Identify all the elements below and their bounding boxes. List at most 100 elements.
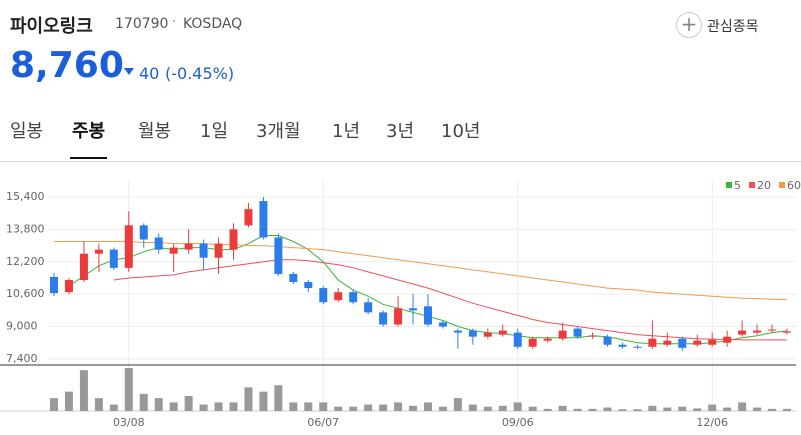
volume-bar: [349, 406, 358, 411]
volume-bar: [468, 404, 477, 411]
candle-body: [109, 249, 118, 268]
candle-body: [50, 276, 58, 294]
volume-bar: [199, 404, 208, 411]
candle-body: [648, 338, 657, 347]
watch-button[interactable]: 관심종목: [707, 19, 759, 35]
volume-bar: [663, 407, 672, 411]
volume-bar: [259, 391, 268, 411]
legend-swatch: [726, 182, 732, 188]
volume-bar: [124, 368, 133, 411]
candle-body: [483, 332, 492, 337]
price-change: 40: [139, 64, 160, 83]
volume-bar: [543, 408, 552, 411]
period-tab[interactable]: 3개월: [256, 121, 301, 142]
y-tick-label: 9,000: [6, 320, 38, 333]
volume-bar: [483, 406, 492, 411]
candle-body: [169, 247, 178, 254]
volume-bar: [618, 409, 627, 411]
x-tick-label: 12/06: [696, 416, 728, 429]
volume-bar: [229, 402, 238, 411]
volume-bar: [154, 398, 163, 411]
candle-body: [558, 330, 567, 339]
volume-bar: [274, 385, 283, 411]
volume-bar: [50, 398, 58, 411]
volume-bar: [109, 404, 118, 411]
legend-label: 20: [757, 179, 771, 192]
stock-code: 170790: [115, 16, 169, 32]
candle-body: [618, 344, 627, 347]
candle-body: [588, 335, 597, 337]
candle-body: [154, 237, 163, 250]
candle-body: [768, 329, 777, 331]
candle-body: [259, 201, 268, 238]
candle-body: [199, 243, 208, 258]
candle-body: [603, 336, 612, 345]
period-tab[interactable]: 1년: [332, 121, 361, 142]
change-rate: (-0.45%): [165, 64, 235, 83]
period-tab[interactable]: 주봉: [69, 117, 108, 159]
volume-bar: [438, 406, 447, 411]
volume-bar: [573, 408, 582, 411]
separator: ·: [172, 14, 177, 30]
candle-body: [379, 312, 388, 325]
period-tab[interactable]: 월봉: [138, 121, 172, 142]
x-tick-label: 03/08: [113, 416, 145, 429]
volume-bar: [334, 406, 343, 411]
candle-body: [304, 282, 313, 289]
candle-body: [94, 249, 103, 254]
candle-body: [274, 237, 283, 274]
candle-body: [289, 273, 298, 283]
candle-body: [364, 302, 373, 313]
volume-bar: [753, 407, 762, 411]
stock-name: 파이오링크: [10, 16, 93, 37]
candle-body: [214, 243, 223, 258]
candle-body: [498, 330, 507, 335]
candle-body: [708, 339, 717, 345]
candle-body: [513, 332, 522, 347]
volume-bar: [244, 387, 253, 411]
candle-body: [184, 243, 193, 250]
volume-bar: [708, 404, 717, 411]
volume-bar: [304, 402, 313, 411]
volume-bar: [588, 408, 597, 411]
volume-bar: [603, 407, 612, 411]
legend-label: 5: [734, 179, 741, 192]
watch-icon[interactable]: +: [676, 12, 702, 38]
volume-bar: [558, 405, 567, 411]
volume-bar: [139, 393, 148, 411]
volume-bar: [214, 402, 223, 411]
y-tick-label: 12,200: [6, 255, 45, 268]
candle-body: [64, 279, 73, 293]
volume-bar: [453, 398, 462, 411]
period-tab[interactable]: 1일: [200, 121, 229, 142]
volume-bar: [738, 402, 747, 411]
candle-body: [334, 292, 343, 301]
volume-bar: [723, 407, 732, 411]
legend-swatch: [779, 182, 785, 188]
y-tick-label: 10,600: [6, 287, 45, 300]
volume-bar: [394, 402, 403, 411]
volume-bar: [379, 404, 388, 411]
volume-bar: [319, 402, 328, 411]
candle-body: [723, 336, 732, 343]
period-tab[interactable]: 일봉: [10, 121, 44, 142]
period-tab[interactable]: 3년: [386, 121, 415, 142]
volume-bar: [64, 391, 73, 411]
candle-body: [319, 288, 328, 303]
candle-body: [124, 225, 133, 268]
candle-body: [423, 306, 432, 325]
volume-bar: [364, 404, 373, 411]
volume-bar: [783, 408, 791, 411]
candle-body: [693, 340, 702, 345]
candle-body: [573, 328, 582, 337]
down-arrow: [124, 68, 134, 75]
period-tab[interactable]: 10년: [441, 121, 481, 142]
candle-body: [139, 225, 148, 240]
candle-body: [678, 338, 687, 348]
market: KOSDAQ: [183, 16, 243, 32]
candle-body: [633, 346, 642, 348]
volume-bar: [678, 406, 687, 411]
candle-body: [738, 330, 747, 335]
candle-body: [783, 331, 791, 333]
